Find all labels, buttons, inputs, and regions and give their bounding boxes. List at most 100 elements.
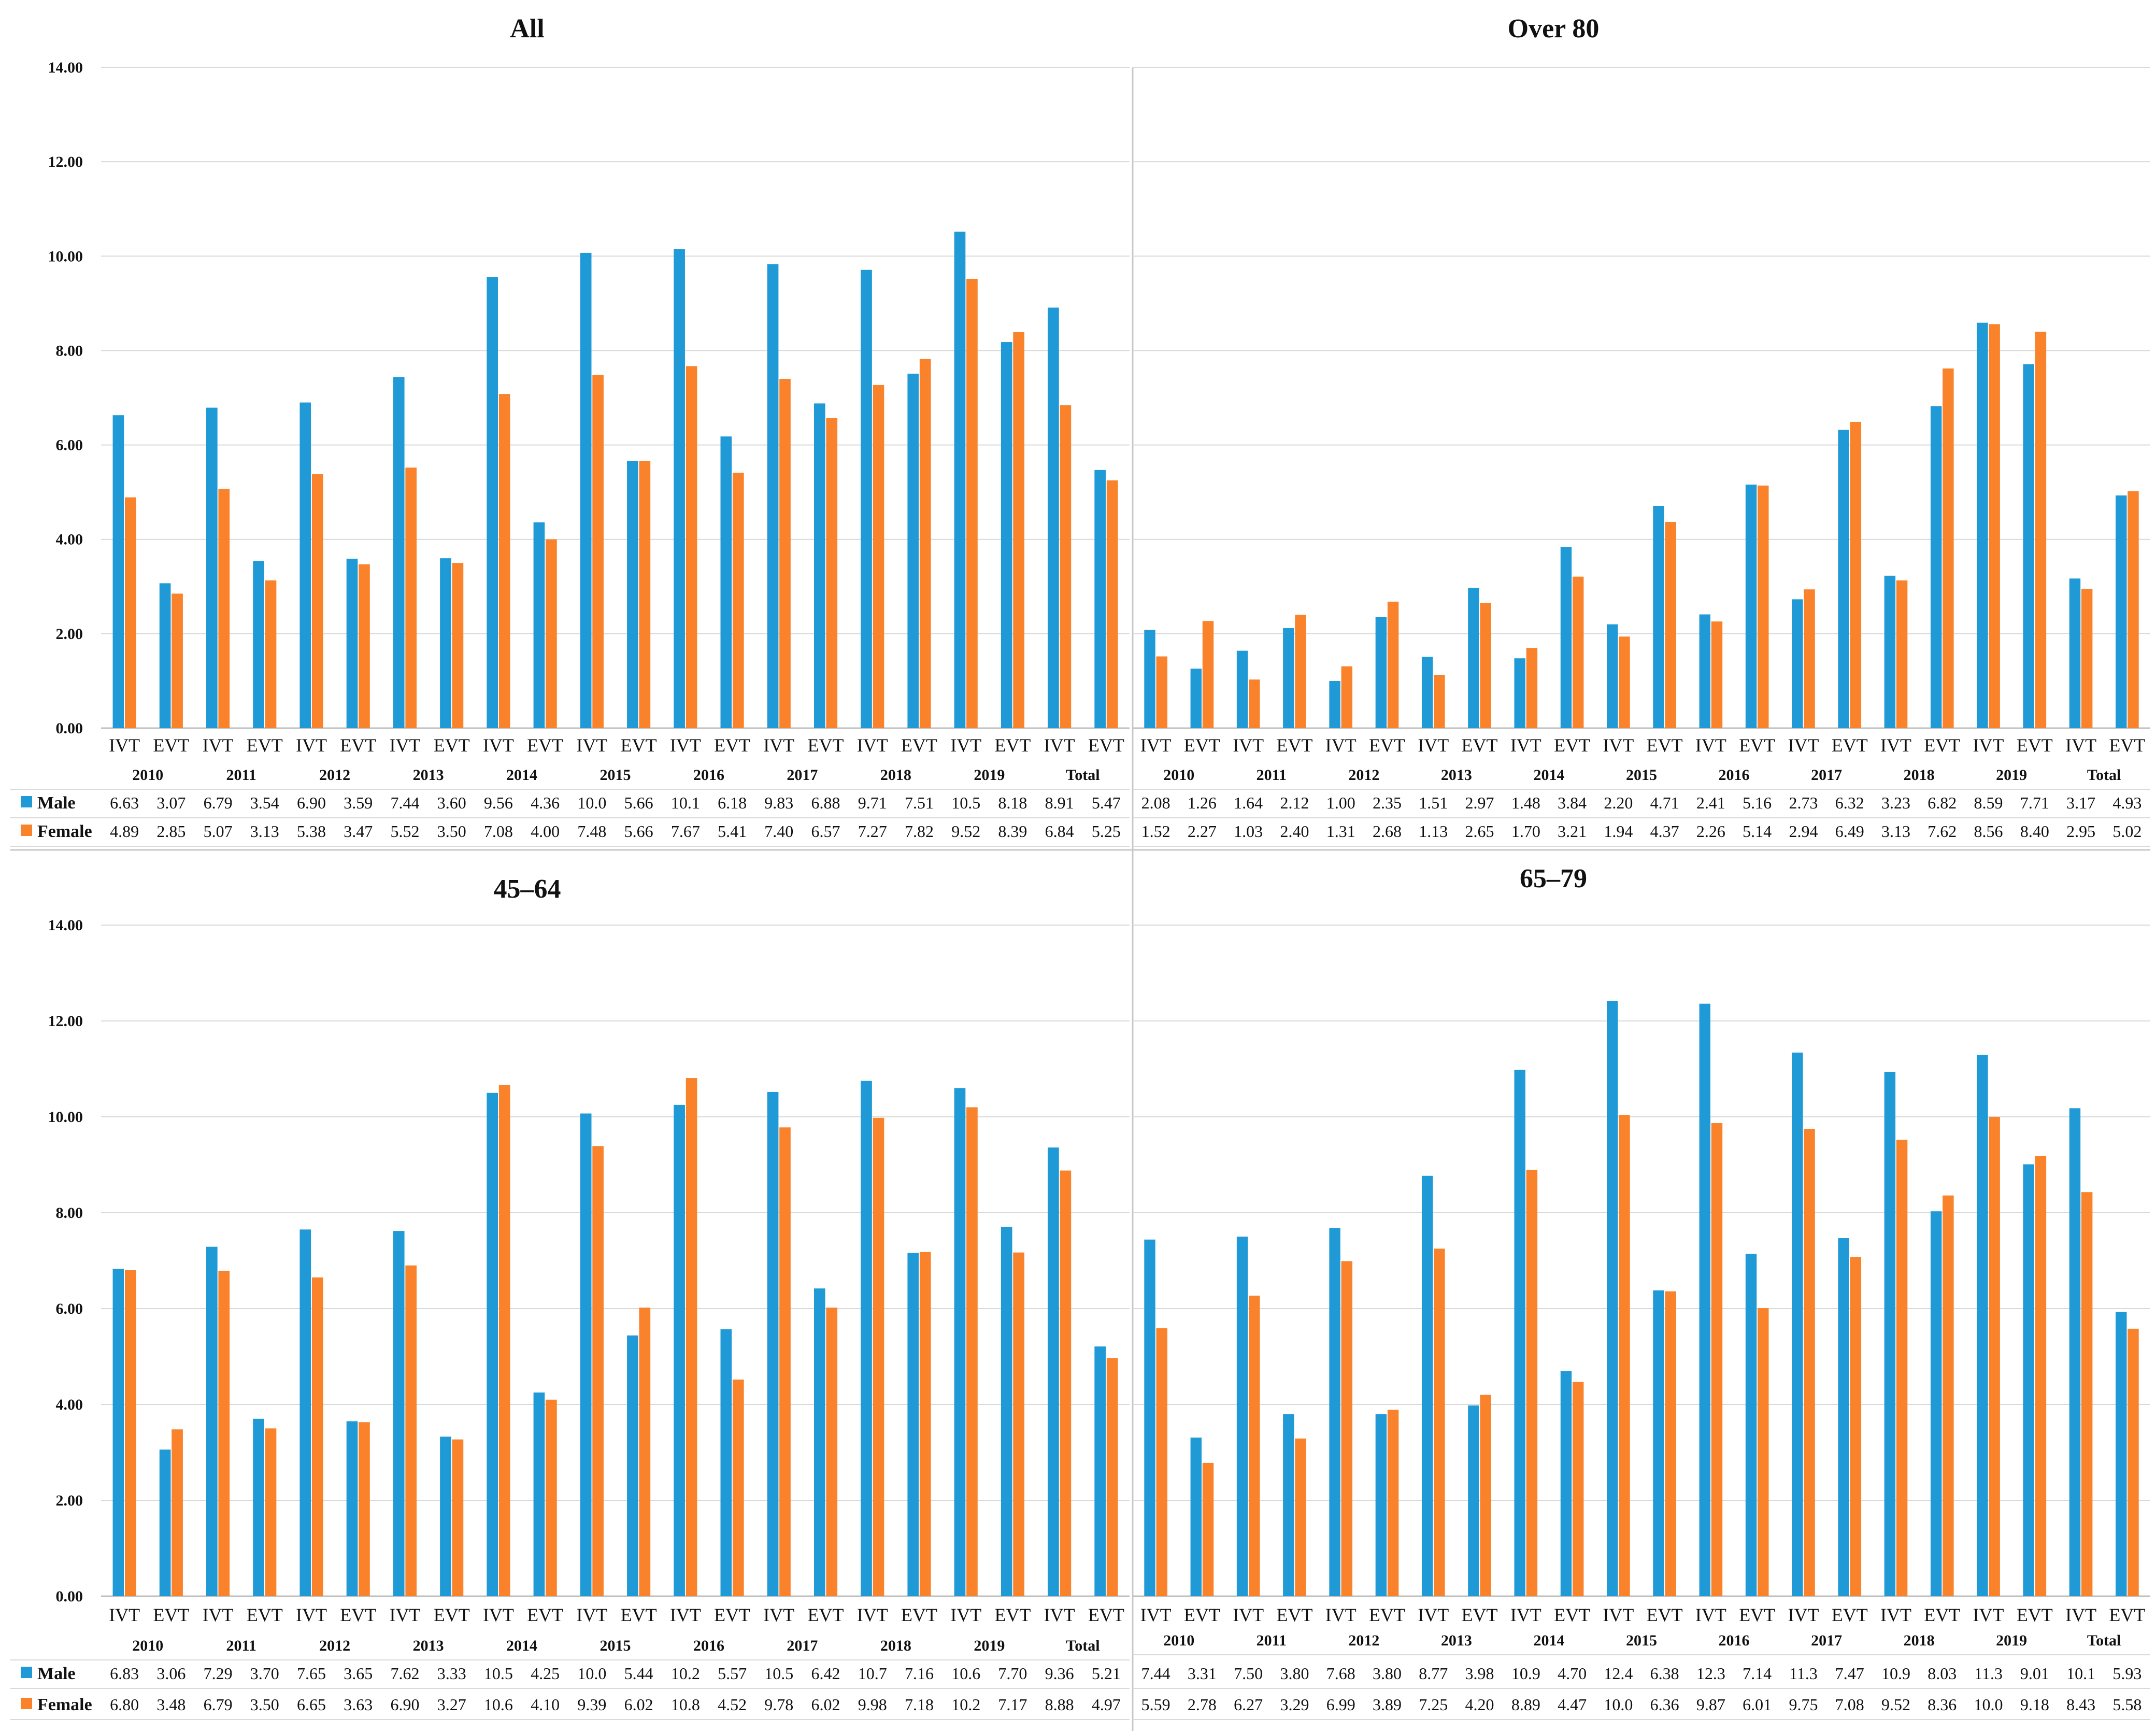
data-table-value: 7.18 [905,1695,934,1714]
bar-female [125,1270,136,1596]
x-category-label: IVT [109,1605,140,1625]
bar-male [1468,1405,1479,1596]
bar-male [1977,1055,1988,1596]
y-tick-label: 2.00 [56,626,83,643]
x-category-label: IVT [1603,735,1634,756]
bar-female [546,1399,557,1596]
bar-female [1249,679,1260,728]
bar-female [779,1127,791,1596]
bar-male [253,1418,264,1596]
bar-female [1943,1195,1954,1596]
bar-female [1896,1140,1908,1596]
x-category-label: EVT [1462,1605,1498,1625]
x-group-label: 2012 [1348,1632,1379,1649]
x-category-label: EVT [1924,1605,1960,1625]
bar-male [2069,578,2081,728]
bar-female [873,385,884,728]
x-category-label: EVT [527,735,563,756]
bar-female [1156,1328,1167,1596]
bar-female [1804,1129,1815,1596]
data-table-value: 2.68 [1373,822,1402,841]
data-table-value: 10.0 [1974,1695,2003,1714]
data-table-value: 2.73 [1789,793,1818,812]
data-table-value: 9.71 [858,793,887,812]
x-category-label: IVT [1510,1605,1541,1625]
data-table-value: 3.17 [2066,793,2095,812]
bar-female [873,1117,884,1596]
x-category-label: EVT [247,735,283,756]
x-category-label: IVT [670,735,701,756]
data-table-value: 1.94 [1604,822,1633,841]
bar-male [1699,614,1711,728]
data-table-value: 3.60 [437,793,466,812]
data-table-value: 10.1 [2066,1664,2095,1683]
data-table-value: 6.79 [204,1695,233,1714]
x-category-label: IVT [1325,1605,1357,1625]
bar-male [2023,364,2034,728]
data-table-value: 4.97 [1092,1695,1121,1714]
data-table-value: 5.07 [204,822,233,841]
x-category-label: EVT [1184,735,1220,756]
bar-male [1236,650,1248,728]
data-table-value: 5.41 [718,822,747,841]
bar-male [1792,1053,1803,1596]
bar-male [674,249,685,728]
data-table-value: 1.26 [1188,793,1217,812]
x-group-label: 2019 [974,1637,1005,1654]
data-table-value: 8.40 [2020,822,2049,841]
bar-female [498,1085,510,1596]
bar-female [1387,601,1399,728]
x-category-label: EVT [1832,735,1868,756]
x-category-label: EVT [1554,735,1590,756]
data-table-value: 6.90 [390,1695,419,1714]
y-tick-label: 0.00 [56,1588,83,1605]
data-table-value: 7.82 [905,822,934,841]
data-table-value: 5.59 [1141,1695,1170,1714]
data-table-value: 4.89 [110,822,139,841]
bar-female [1896,580,1908,728]
x-category-label: IVT [109,735,140,756]
x-group-label: 2012 [319,766,350,784]
data-table-value: 10.9 [1511,1664,1540,1683]
data-table-value: 6.82 [1927,793,1957,812]
data-table-value: 10.6 [484,1695,513,1714]
data-table-value: 12.3 [1696,1664,1725,1683]
bar-female [172,1429,183,1596]
x-group-label: 2015 [1626,1632,1657,1649]
bar-male [1745,485,1757,728]
x-group-label: 2017 [1811,1632,1842,1649]
bar-male [1329,1228,1340,1596]
x-category-label: IVT [1044,735,1075,756]
x-category-label: EVT [714,1605,750,1625]
bar-male [580,1113,592,1596]
data-table-value: 6.42 [811,1664,840,1683]
bar-female [966,1107,978,1596]
bar-female [592,1146,604,1596]
bar-male [767,1091,779,1596]
data-table-value: 6.90 [297,793,326,812]
x-group-label: 2018 [880,766,911,784]
x-category-label: EVT [1739,1605,1775,1625]
bar-male [1190,669,1202,728]
x-category-label: IVT [1418,735,1449,756]
x-category-label: IVT [1788,735,1819,756]
data-table-value: 1.03 [1234,822,1263,841]
bar-female [1202,621,1214,728]
data-table-value: 5.58 [2112,1695,2141,1714]
x-category-label: IVT [1140,735,1172,756]
bar-female [1665,1291,1676,1596]
bar-female [1526,648,1538,728]
x-group-label: 2013 [1441,766,1472,784]
bar-male [861,1081,872,1596]
x-category-label: IVT [483,735,514,756]
x-category-label: IVT [1880,735,1911,756]
data-table-value: 2.08 [1141,793,1170,812]
data-table-value: 7.40 [764,822,793,841]
data-table-value: 1.70 [1511,822,1540,841]
x-category-label: IVT [670,1605,701,1625]
x-group-label: 2018 [880,1637,911,1654]
bar-female [2128,1328,2139,1596]
data-table-value: 2.94 [1789,822,1818,841]
x-group-label: 2013 [1441,1632,1472,1649]
bar-male [954,1088,966,1596]
